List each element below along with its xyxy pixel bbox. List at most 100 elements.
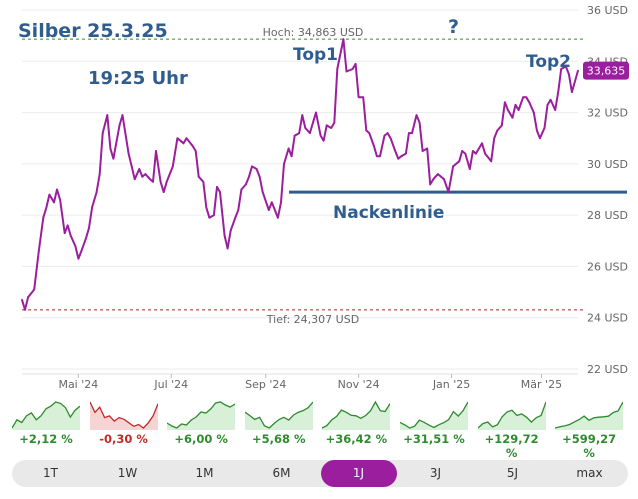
- data-point: [27, 296, 29, 299]
- y-tick-label: 24 USD: [587, 312, 628, 325]
- y-tick-label: 22 USD: [587, 363, 628, 376]
- mini-sparkline: [400, 401, 468, 430]
- tab-1m[interactable]: 1M: [195, 466, 214, 480]
- data-point: [141, 175, 144, 178]
- high-label: Hoch: 34,863 USD: [263, 26, 364, 39]
- data-point: [194, 150, 197, 152]
- period-mini-chart[interactable]: +599,27 %: [555, 398, 624, 460]
- tab-1w[interactable]: 1W: [117, 466, 138, 480]
- data-point: [171, 165, 174, 168]
- data-point: [319, 134, 322, 137]
- mini-sparkline: [244, 401, 313, 430]
- data-point: [418, 121, 421, 124]
- period-mini-chart[interactable]: +31,51 %: [400, 398, 468, 450]
- y-tick-label: 30 USD: [587, 158, 628, 171]
- data-point: [53, 201, 55, 204]
- tab-3j[interactable]: 3J: [429, 466, 442, 480]
- y-tick-label: 36 USD: [587, 4, 628, 17]
- data-point: [429, 183, 432, 186]
- tab-1t[interactable]: 1T: [43, 466, 58, 480]
- data-point: [354, 62, 357, 65]
- tab-6m[interactable]: 6M: [272, 466, 291, 480]
- data-point: [554, 109, 557, 111]
- mini-sparkline: [555, 401, 624, 430]
- data-point: [77, 257, 80, 260]
- data-point: [101, 132, 104, 134]
- period-mini-chart[interactable]: +5,68 %: [244, 398, 313, 450]
- data-point: [312, 121, 314, 124]
- data-point: [112, 157, 115, 160]
- x-tick-label: Sep '24: [245, 378, 286, 391]
- period-mini-chart[interactable]: -0,30 %: [89, 398, 158, 450]
- data-point: [333, 121, 336, 124]
- x-tick-label: Mär '25: [521, 378, 562, 391]
- data-point: [74, 245, 77, 247]
- data-point: [330, 127, 333, 129]
- data-point: [432, 178, 435, 181]
- data-point: [45, 206, 48, 209]
- data-point: [138, 168, 141, 170]
- mini-line: [167, 401, 236, 429]
- annotation-top1: Top1: [293, 45, 339, 65]
- data-point: [546, 103, 549, 106]
- tab-max[interactable]: max: [576, 466, 603, 480]
- tab-1j[interactable]: 1J: [320, 460, 397, 487]
- data-point: [290, 155, 293, 158]
- data-point: [493, 137, 496, 140]
- last-value-badge: [583, 61, 629, 80]
- data-point: [280, 201, 282, 204]
- data-point: [91, 206, 93, 209]
- data-point: [468, 168, 471, 170]
- data-point: [514, 103, 517, 106]
- data-point: [471, 150, 474, 152]
- mini-area: [477, 402, 546, 430]
- data-point: [33, 288, 36, 291]
- data-point: [411, 132, 413, 134]
- data-point: [389, 137, 392, 140]
- data-point: [208, 216, 211, 219]
- data-point: [397, 157, 400, 160]
- data-point: [490, 160, 493, 163]
- data-point: [155, 150, 157, 152]
- data-point: [362, 96, 365, 99]
- data-point: [383, 134, 386, 137]
- data-point: [309, 132, 311, 134]
- data-point: [88, 227, 90, 229]
- data-point: [458, 160, 461, 163]
- mini-sparkline: [322, 400, 391, 430]
- data-point: [293, 134, 296, 137]
- data-point: [426, 147, 429, 150]
- data-point: [144, 173, 147, 176]
- data-point: [436, 173, 439, 176]
- period-change-label: +6,00 %: [174, 432, 228, 446]
- tab-5j[interactable]: 5J: [506, 466, 519, 480]
- data-point: [149, 178, 151, 181]
- data-point: [21, 298, 23, 301]
- data-point: [205, 206, 208, 209]
- data-point: [447, 191, 450, 193]
- data-point: [394, 150, 397, 152]
- period-mini-chart[interactable]: +2,12 %: [12, 398, 80, 450]
- mini-area: [89, 402, 158, 430]
- data-point: [315, 111, 317, 114]
- period-mini-chart[interactable]: +36,42 %: [322, 398, 391, 450]
- data-point: [226, 247, 229, 250]
- period-mini-chart[interactable]: +6,00 %: [167, 398, 236, 450]
- data-point: [85, 237, 87, 240]
- x-tick-label: Jan '25: [432, 378, 470, 391]
- data-point: [159, 180, 162, 183]
- mini-line: [400, 401, 468, 429]
- mini-sparkline: [477, 401, 546, 430]
- data-point: [121, 114, 124, 117]
- data-point: [528, 101, 531, 104]
- data-point: [522, 96, 525, 99]
- data-point: [95, 191, 98, 193]
- data-point: [379, 155, 381, 158]
- mini-line: [89, 401, 158, 429]
- data-point: [322, 139, 325, 142]
- data-point: [69, 234, 72, 237]
- data-point: [564, 65, 567, 68]
- data-point: [535, 129, 538, 132]
- period-mini-chart[interactable]: +129,72 %: [477, 398, 546, 460]
- mini-sparkline: [167, 401, 236, 430]
